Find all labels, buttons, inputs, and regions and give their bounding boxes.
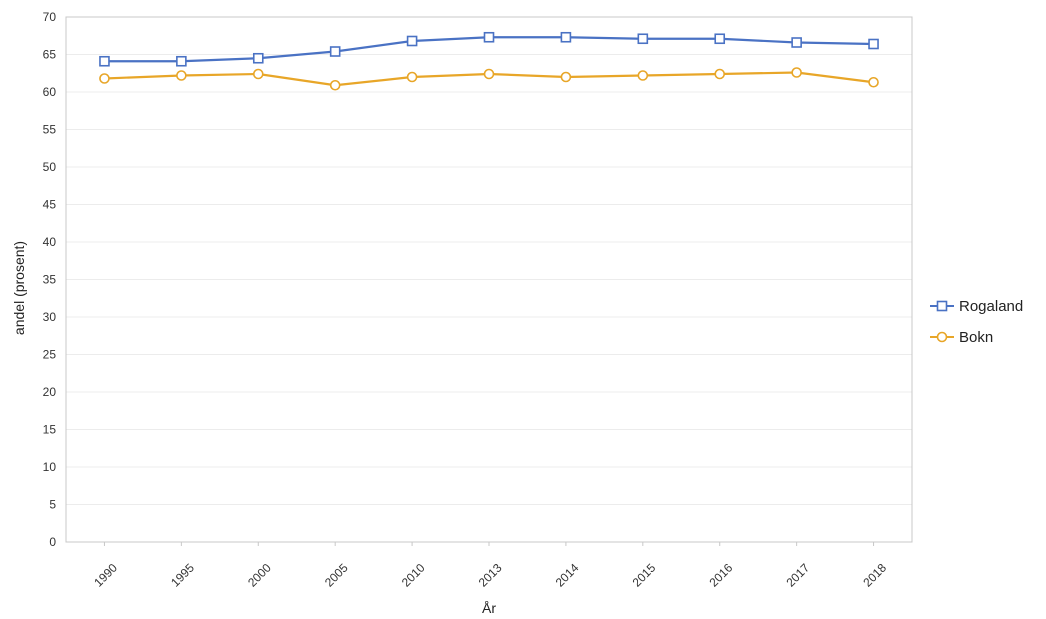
- data-point-rogaland: [252, 52, 264, 64]
- x-tick-label: 2014: [553, 561, 582, 590]
- y-tick-label: 65: [43, 48, 57, 62]
- data-point-rogaland: [329, 46, 341, 57]
- y-tick-label: 35: [43, 273, 57, 287]
- series-layer: [99, 31, 879, 91]
- data-point-rogaland: [791, 37, 802, 48]
- y-tick-label: 5: [49, 498, 56, 512]
- x-tick-label: 2005: [322, 561, 351, 590]
- x-axis-title: År: [482, 600, 496, 616]
- legend-item-bokn[interactable]: Bokn: [930, 329, 993, 346]
- data-point-rogaland: [868, 38, 879, 50]
- y-tick-label: 45: [43, 198, 57, 212]
- legend-marker-bokn: [936, 331, 948, 343]
- y-tick-label: 60: [43, 85, 57, 99]
- data-point-rogaland: [406, 35, 418, 47]
- data-point-rogaland: [99, 55, 110, 67]
- data-point-rogaland: [637, 33, 649, 45]
- y-tick-label: 70: [43, 10, 57, 24]
- x-tick-label: 2000: [245, 561, 274, 590]
- data-point-bokn: [791, 67, 802, 78]
- y-tick-label: 25: [43, 348, 57, 362]
- x-tick-label: 2010: [399, 561, 428, 590]
- data-point-bokn: [176, 70, 187, 81]
- data-point-bokn: [252, 68, 264, 80]
- y-tick-label: 30: [43, 310, 57, 324]
- data-point-rogaland: [176, 55, 187, 67]
- y-tick-label: 10: [43, 460, 57, 474]
- data-point-rogaland: [483, 31, 495, 43]
- data-point-bokn: [714, 68, 726, 80]
- data-point-bokn: [868, 76, 879, 88]
- legend-label-bokn: Bokn: [959, 329, 993, 346]
- x-tick-label: 1990: [91, 561, 120, 590]
- data-point-bokn: [483, 68, 495, 80]
- x-axis-ticks: 1990 1995 2000 2005 2010 2013 2014 2015 2016 2017…: [91, 542, 889, 590]
- y-tick-label: 15: [43, 423, 57, 437]
- x-tick-label: 2018: [860, 561, 889, 590]
- data-point-bokn: [406, 71, 418, 83]
- data-point-bokn: [560, 71, 572, 83]
- y-tick-label: 55: [43, 123, 57, 137]
- x-tick-label: 2016: [707, 561, 736, 590]
- data-point-bokn: [99, 73, 110, 84]
- x-tick-label: 2017: [783, 561, 812, 590]
- data-point-rogaland: [560, 31, 572, 43]
- legend-marker-rogaland: [936, 300, 948, 312]
- x-tick-label: 1995: [168, 561, 197, 590]
- x-tick-label: 2015: [630, 561, 659, 590]
- data-point-rogaland: [714, 33, 726, 45]
- data-point-bokn: [329, 79, 341, 91]
- y-tick-label: 0: [49, 535, 56, 549]
- x-tick-label: 2013: [476, 561, 505, 590]
- legend: Rogaland Bokn: [930, 298, 1023, 346]
- y-axis-title: andel (prosent): [11, 241, 27, 335]
- data-point-bokn: [637, 70, 649, 81]
- y-tick-label: 20: [43, 385, 57, 399]
- y-tick-label: 50: [43, 160, 57, 174]
- y-tick-label: 40: [43, 235, 57, 249]
- gridlines: [66, 54, 912, 505]
- y-axis-ticks: 0 5 10 15 20 25 30 35 40 45 50 55 60 65 70: [43, 10, 57, 549]
- legend-item-rogaland[interactable]: Rogaland: [930, 298, 1023, 315]
- legend-label-rogaland: Rogaland: [959, 298, 1023, 315]
